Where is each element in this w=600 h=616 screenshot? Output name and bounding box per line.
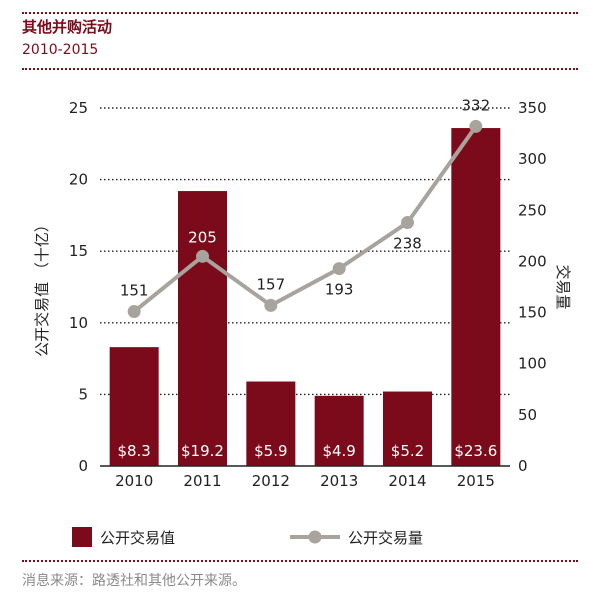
x-axis-tick: 2011 xyxy=(183,472,221,490)
bar-2011 xyxy=(178,191,227,466)
top-divider xyxy=(22,12,578,14)
right-axis-tick: 0 xyxy=(518,457,528,475)
volume-point-2014 xyxy=(401,216,414,230)
left-axis-tick: 20 xyxy=(69,171,88,189)
bar-value-label: $5.2 xyxy=(391,442,424,460)
right-axis-title: 交易量 xyxy=(554,264,572,309)
right-axis-tick: 300 xyxy=(518,150,547,168)
header-divider xyxy=(22,68,578,70)
bar-value-label: $5.9 xyxy=(254,442,287,460)
bar-value-label: $8.3 xyxy=(117,442,150,460)
bar-2010 xyxy=(109,347,159,466)
x-axis-tick: 2014 xyxy=(388,472,426,490)
bar-value-label: $19.2 xyxy=(181,442,224,460)
right-axis-tick: 150 xyxy=(518,304,547,322)
legend-label-bar: 公开交易值 xyxy=(100,529,175,547)
footer-divider xyxy=(22,560,578,562)
legend-label-line: 公开交易量 xyxy=(348,529,423,547)
volume-point-2011 xyxy=(196,249,209,263)
left-axis-tick: 0 xyxy=(78,457,88,475)
x-axis-tick: 2010 xyxy=(115,472,153,490)
left-axis-tick: 5 xyxy=(78,385,88,403)
volume-value-label: 238 xyxy=(393,235,422,253)
bar-2012 xyxy=(246,381,296,466)
bar-value-label: $23.6 xyxy=(454,442,497,460)
legend-marker xyxy=(308,530,322,544)
volume-value-label: 193 xyxy=(325,281,354,299)
volume-point-2012 xyxy=(264,298,278,312)
bar-value-label: $4.9 xyxy=(322,442,355,460)
x-axis-tick: 2013 xyxy=(320,472,358,490)
right-axis-tick: 250 xyxy=(518,201,547,219)
volume-value-label: 151 xyxy=(120,282,149,300)
x-axis-tick: 2012 xyxy=(252,472,290,490)
volume-point-2013 xyxy=(332,262,346,276)
right-axis-tick: 200 xyxy=(518,252,547,270)
chart-subtitle: 2010-2015 xyxy=(22,42,99,58)
legend-swatch-bar xyxy=(72,527,92,547)
bar-2015 xyxy=(451,128,501,466)
volume-point-2010 xyxy=(127,305,141,319)
bar-2013 xyxy=(314,395,364,466)
volume-value-label: 157 xyxy=(257,275,286,293)
left-axis-tick: 15 xyxy=(69,242,88,260)
volume-point-2015 xyxy=(469,119,483,133)
left-axis-tick: 25 xyxy=(69,99,88,117)
volume-line xyxy=(132,125,478,314)
right-axis-tick: 100 xyxy=(518,355,547,373)
right-axis-tick: 50 xyxy=(518,406,537,424)
volume-value-label: 205 xyxy=(188,228,217,246)
bar-2014 xyxy=(383,391,432,466)
x-axis-tick: 2015 xyxy=(457,472,495,490)
left-axis-tick: 10 xyxy=(69,314,88,332)
volume-value-label: 332 xyxy=(462,96,491,114)
chart-title: 其他并购活动 xyxy=(22,18,113,36)
source-note: 消息来源：路透社和其他公开来源。 xyxy=(22,573,246,589)
right-axis-tick: 350 xyxy=(518,99,547,117)
left-axis-title: 公开交易值 （十亿） xyxy=(33,217,51,357)
